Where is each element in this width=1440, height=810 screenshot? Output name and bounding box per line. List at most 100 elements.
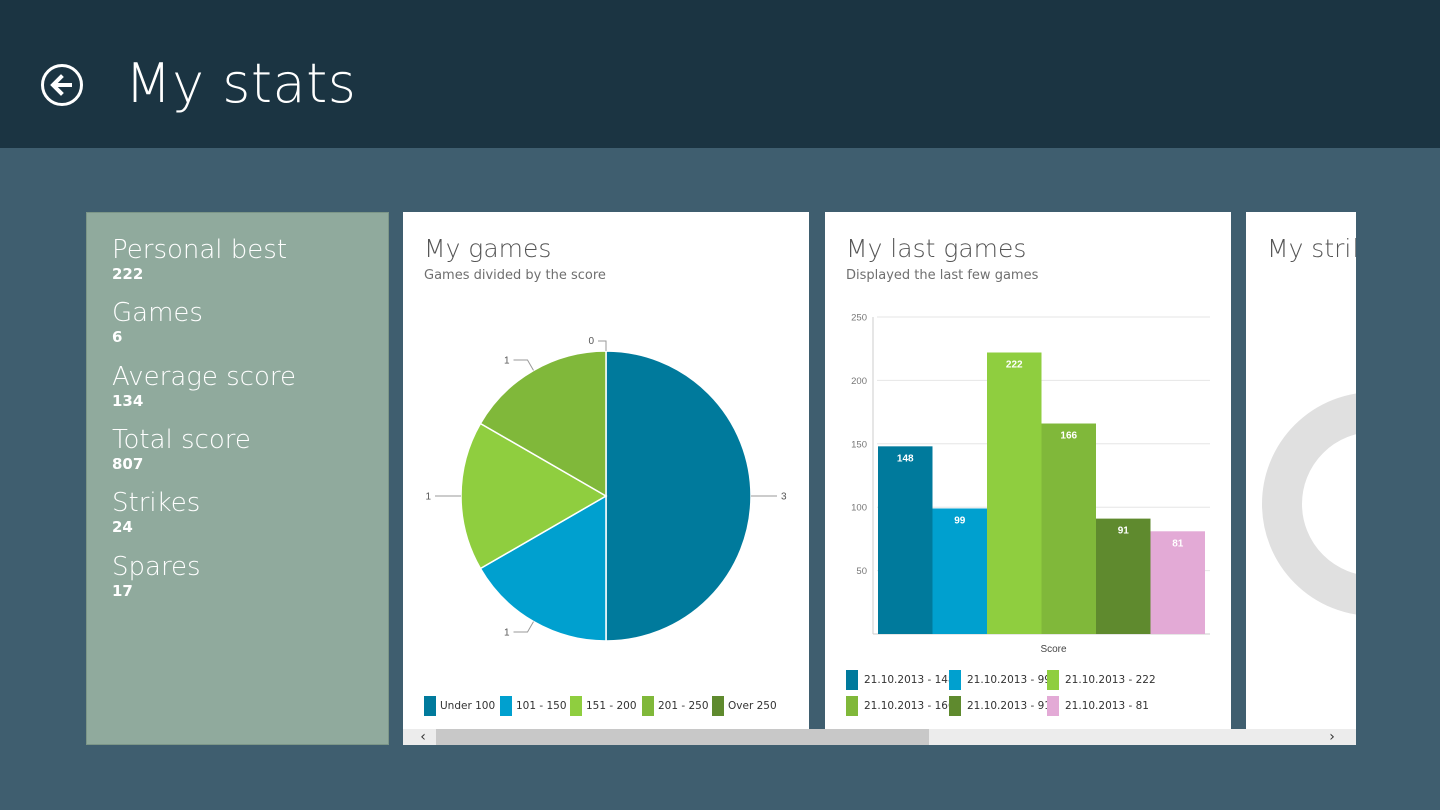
stat-value: 6: [112, 328, 123, 346]
bar: [1150, 531, 1205, 634]
stat-value: 134: [112, 392, 144, 410]
pie-slice: [605, 350, 752, 642]
legend-swatch: [846, 670, 858, 690]
bar: [1096, 518, 1151, 634]
donut-ring: [1262, 393, 1356, 615]
legend-item: 21.10.2013 - 222: [1047, 670, 1156, 690]
legend-label: 21.10.2013 - 166: [864, 700, 955, 712]
bar: [932, 508, 987, 634]
legend-swatch: [500, 696, 512, 716]
legend-swatch: [1047, 670, 1059, 690]
pie-legend: Under 100 101 - 150 151 - 200 201 - 250 Over…: [424, 696, 804, 718]
bar-chart: 50 100 150 200 250 148 99 222 166 91 81 Score: [851, 313, 1210, 655]
stat-spares: Spares 17: [112, 552, 201, 600]
pie-value-label: 1: [425, 492, 431, 503]
stat-value: 24: [112, 518, 133, 536]
legend-label: 21.10.2013 - 81: [1065, 700, 1149, 712]
legend-label: 151 - 200: [586, 700, 637, 712]
stat-total-score: Total score 807: [112, 425, 251, 473]
legend-label: 21.10.2013 - 91: [967, 700, 1051, 712]
legend-swatch: [949, 696, 961, 716]
stat-average-score: Average score 134: [112, 362, 296, 410]
bar-value-label: 222: [1006, 360, 1023, 371]
legend-swatch: [1047, 696, 1059, 716]
legend-swatch: [570, 696, 582, 716]
page-title: My stats: [125, 52, 357, 115]
stat-value: 807: [112, 455, 144, 473]
card-title: My last games: [846, 234, 1027, 263]
bar-value-label: 99: [954, 515, 966, 526]
legend-label: 21.10.2013 - 222: [1065, 674, 1156, 686]
pie-chart: 3 1 1 1 0: [425, 336, 787, 642]
chevron-left-icon[interactable]: ‹: [420, 729, 426, 745]
stat-value: 222: [112, 265, 144, 283]
donut-chart: [1262, 393, 1356, 615]
legend-swatch: [949, 670, 961, 690]
stat-label: Games: [112, 298, 203, 328]
horizontal-scrollbar[interactable]: ‹ ›: [403, 729, 1356, 745]
leader-line: [598, 340, 607, 351]
card-subtitle: Games divided by the score: [424, 268, 606, 283]
app-header: My stats: [0, 0, 1440, 148]
stat-label: Average score: [112, 362, 296, 392]
stat-games: Games 6: [112, 298, 203, 346]
legend-label: 21.10.2013 - 99: [967, 674, 1051, 686]
y-tick-label: 200: [851, 376, 867, 387]
x-axis-label: Score: [1040, 644, 1067, 655]
my-last-games-card[interactable]: My last games Displayed the last few gam…: [825, 212, 1231, 729]
legend-item: Under 100: [424, 696, 495, 716]
stat-value: 17: [112, 582, 133, 600]
legend-label: Over 250: [728, 700, 777, 712]
legend-swatch: [424, 696, 436, 716]
y-tick-label: 250: [851, 313, 867, 324]
y-tick-label: 50: [856, 566, 867, 577]
bar: [878, 446, 933, 634]
bar: [1041, 423, 1096, 634]
legend-item: 201 - 250: [642, 696, 709, 716]
stat-label: Strikes: [112, 488, 201, 518]
my-games-card[interactable]: My games Games divided by the score 3 1 1 1…: [403, 212, 809, 729]
legend-item: 21.10.2013 - 91: [949, 696, 1051, 716]
stat-strikes: Strikes 24: [112, 488, 200, 536]
scroll-thumb[interactable]: [436, 729, 929, 745]
legend-item: 21.10.2013 - 81: [1047, 696, 1149, 716]
legend-swatch: [642, 696, 654, 716]
summary-panel: Personal best 222 Games 6 Average score …: [86, 212, 389, 745]
pie-value-label: 3: [781, 492, 787, 503]
stat-label: Personal best: [112, 235, 288, 265]
bar: [987, 352, 1042, 634]
legend-item: 151 - 200: [570, 696, 637, 716]
card-subtitle: Displayed the last few games: [846, 268, 1039, 283]
legend-item: 21.10.2013 - 148: [846, 670, 955, 690]
stat-personal-best: Personal best 222: [112, 235, 287, 283]
legend-label: Under 100: [440, 700, 496, 712]
my-strikes-card[interactable]: My strik: [1246, 212, 1356, 745]
card-title: My games: [424, 234, 552, 263]
pie-value-label: 1: [504, 356, 510, 367]
legend-label: 201 - 250: [658, 700, 709, 712]
legend-item: 21.10.2013 - 166: [846, 696, 955, 716]
stat-label: Total score: [112, 425, 251, 455]
back-arrow-icon[interactable]: [40, 63, 84, 107]
legend-item: 21.10.2013 - 99: [949, 670, 1051, 690]
leader-line: [513, 359, 534, 371]
legend-label: 21.10.2013 - 148: [864, 674, 955, 686]
bar-value-label: 166: [1060, 431, 1077, 442]
legend-item: 101 - 150: [500, 696, 567, 716]
legend-item: Over 250: [712, 696, 777, 716]
leader-line: [513, 621, 534, 633]
bar-legend: 21.10.2013 - 148 21.10.2013 - 99 21.10.201…: [846, 670, 1226, 720]
legend-swatch: [846, 696, 858, 716]
bar-value-label: 91: [1118, 526, 1130, 537]
legend-label: 101 - 150: [516, 700, 567, 712]
bar-value-label: 81: [1172, 538, 1184, 549]
card-title: My strik: [1267, 234, 1356, 263]
bar-value-label: 148: [897, 453, 914, 464]
y-tick-label: 150: [851, 439, 867, 450]
chevron-right-icon[interactable]: ›: [1329, 729, 1335, 745]
pie-value-label: 0: [588, 336, 594, 347]
stat-label: Spares: [112, 552, 201, 582]
y-tick-label: 100: [851, 503, 867, 514]
pie-value-label: 1: [504, 627, 510, 638]
legend-swatch: [712, 696, 724, 716]
